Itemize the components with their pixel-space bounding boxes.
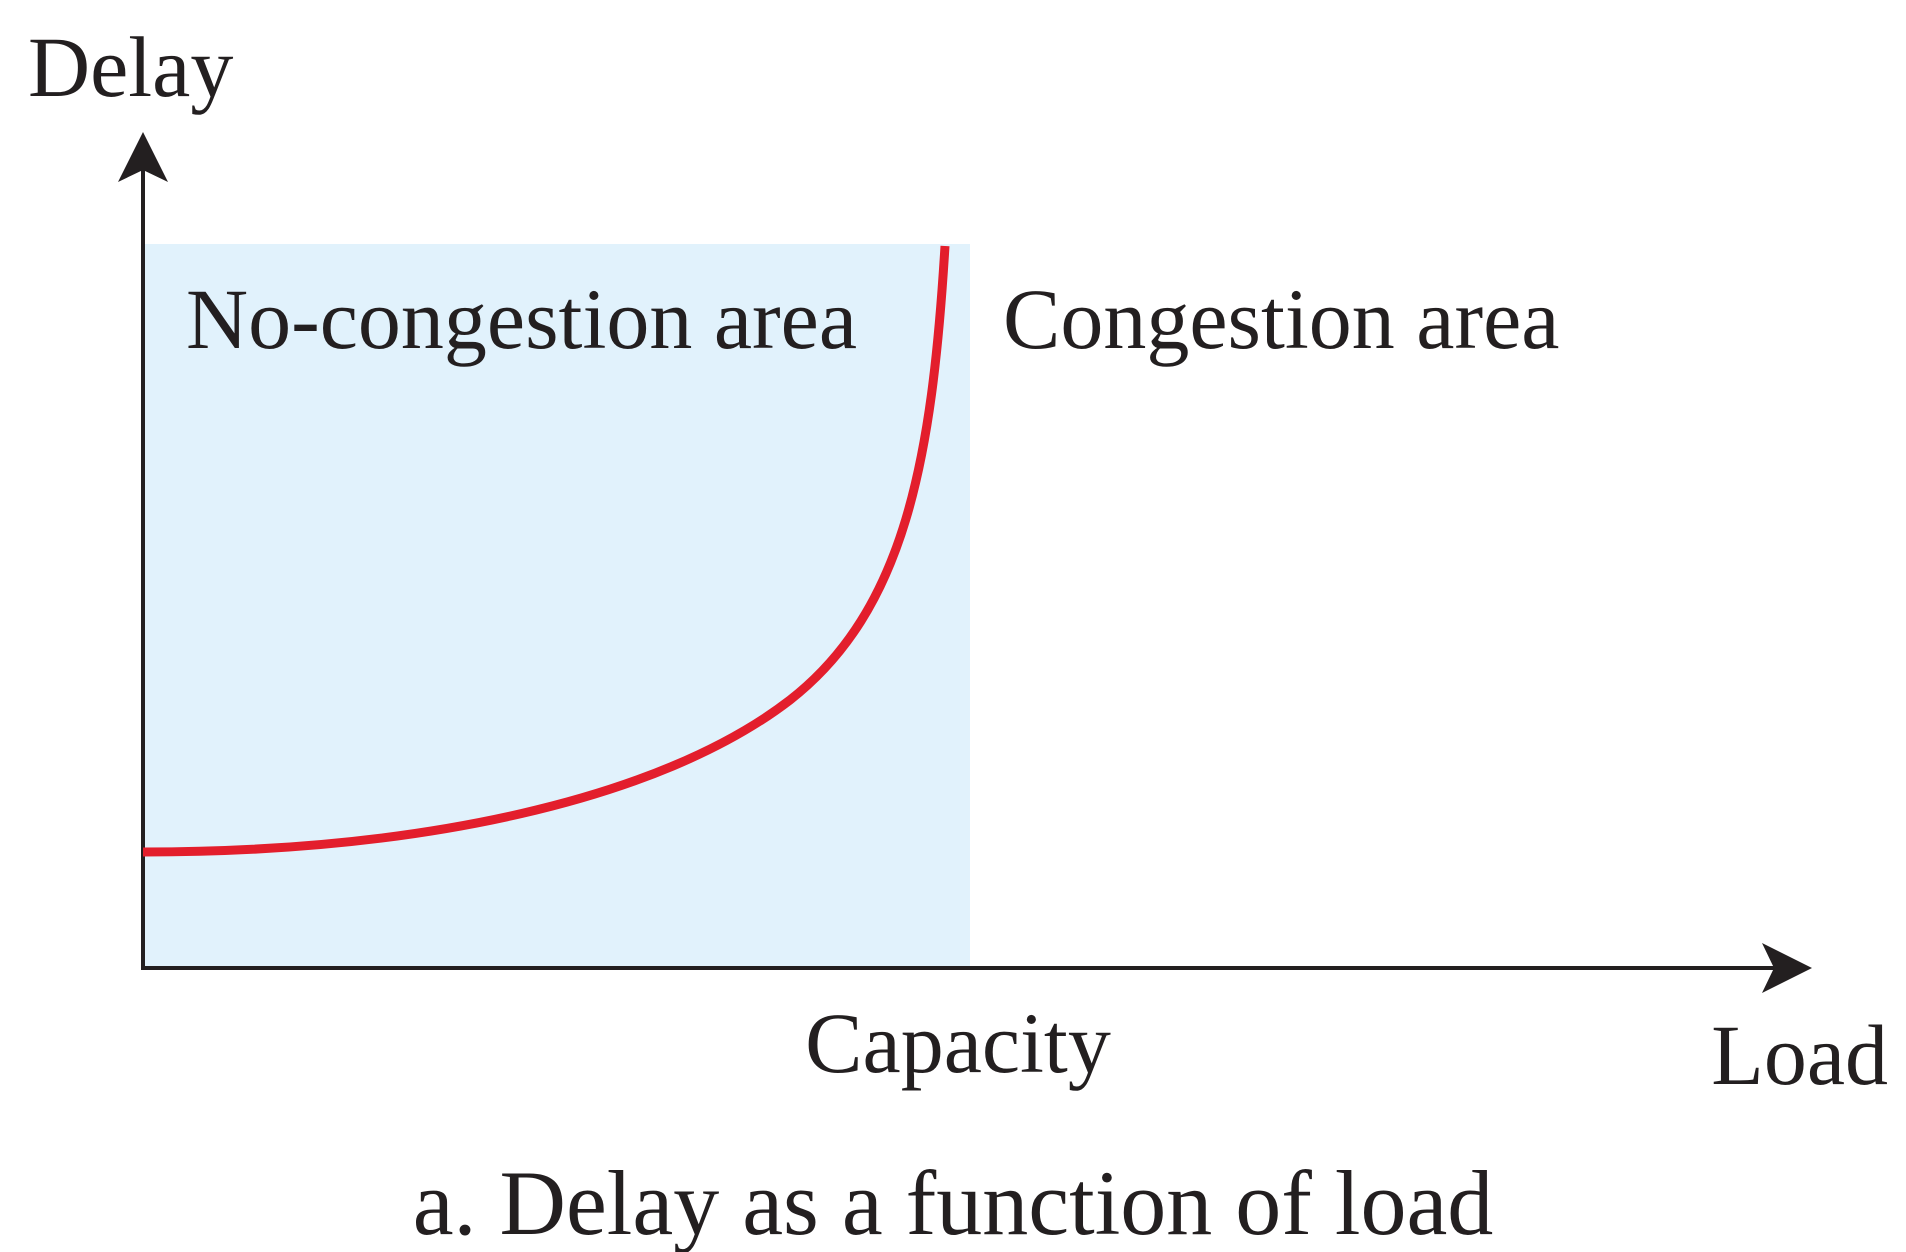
y-axis-label: Delay [28, 19, 233, 115]
no-congestion-area-label: No-congestion area [186, 271, 857, 367]
capacity-label: Capacity [805, 995, 1111, 1091]
delay-curve [142, 245, 950, 857]
figure-caption: a. Delay as a function of load [413, 1152, 1494, 1252]
y-axis-arrowhead [118, 132, 168, 182]
x-axis-arrowhead [1762, 943, 1812, 993]
x-axis-label: Load [1711, 1007, 1888, 1103]
congestion-area-label: Congestion area [1003, 271, 1559, 367]
